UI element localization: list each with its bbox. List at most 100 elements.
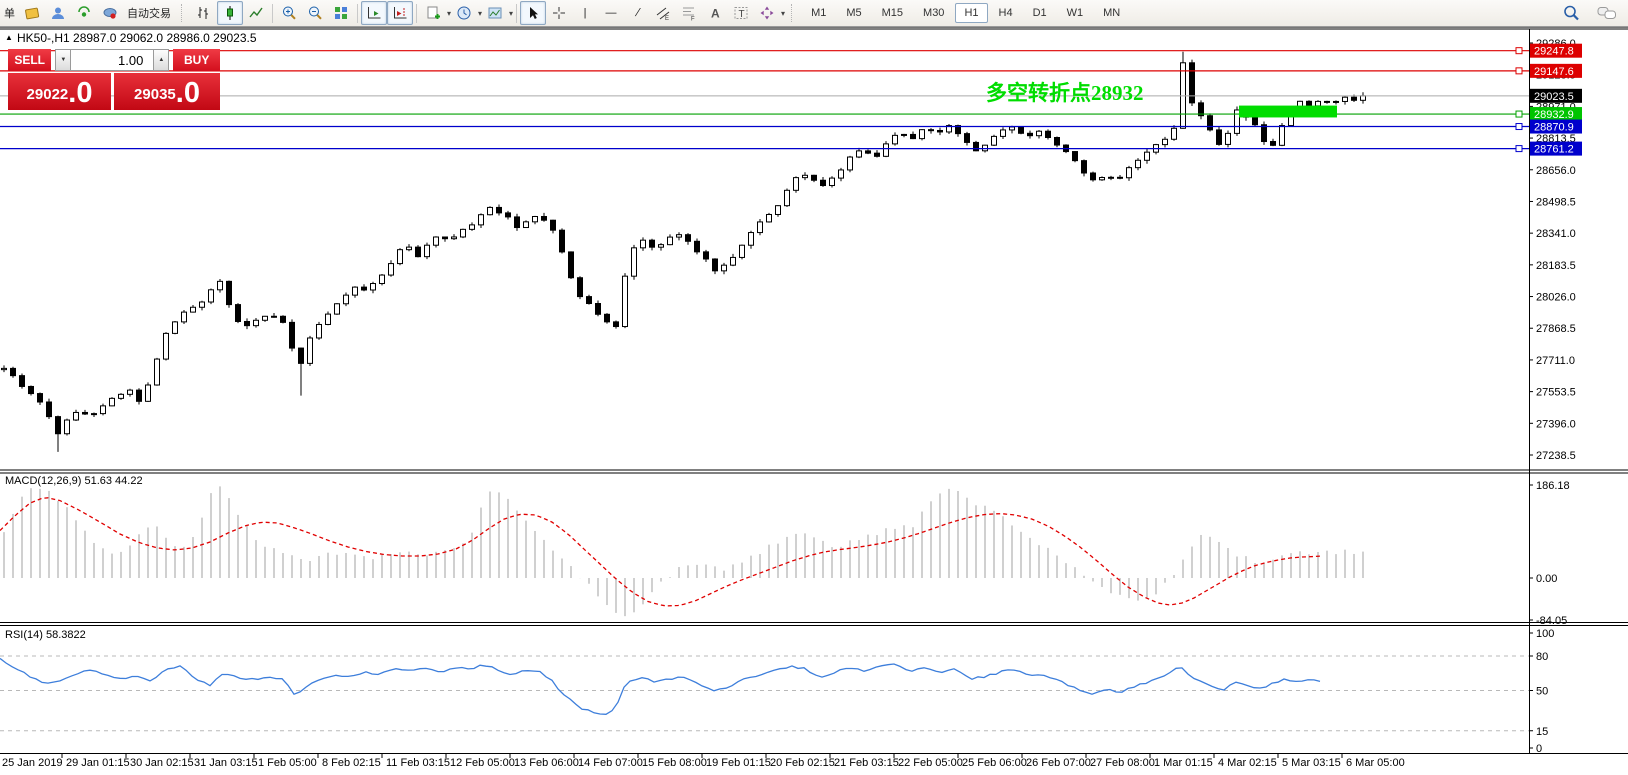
market-cloud-icon[interactable] [97, 1, 123, 25]
timeframe-button-H1[interactable]: H1 [955, 3, 988, 23]
trendline-icon[interactable]: / [624, 1, 650, 25]
svg-text:28761.2: 28761.2 [1534, 144, 1574, 156]
svg-text:29023.5: 29023.5 [1534, 91, 1574, 103]
autotrading-button[interactable]: 自动交易 [127, 8, 171, 20]
periods-clock-icon[interactable] [451, 1, 477, 25]
svg-text:28341.0: 28341.0 [1536, 228, 1576, 240]
time-axis[interactable]: 25 Jan 2019 29 Jan 01:15 30 Jan 02:15 31 Ja… [0, 753, 1405, 769]
arrows-dropdown-icon[interactable]: ▾ [781, 8, 786, 18]
svg-text:27553.5: 27553.5 [1536, 387, 1576, 399]
svg-text:15 Feb 08:00: 15 Feb 08:00 [642, 757, 707, 769]
bar-chart-icon[interactable] [191, 1, 217, 25]
signal-icon[interactable] [71, 1, 97, 25]
templates-dropdown-icon[interactable]: ▾ [509, 8, 514, 18]
price-badge-28932.9 [1530, 107, 1582, 122]
svg-text:50: 50 [1536, 686, 1548, 698]
channel-icon[interactable]: E [650, 1, 676, 25]
svg-text:27 Feb 08:00: 27 Feb 08:00 [1090, 757, 1155, 769]
timeframe-button-H4[interactable]: H4 [998, 7, 1013, 19]
zoom-out-icon[interactable] [302, 1, 328, 25]
cursor-icon[interactable] [520, 1, 547, 25]
chart-title: HK50-,H1 28987.0 29062.0 28986.0 29023.5 [17, 31, 257, 45]
rsi-line [0, 657, 1321, 715]
svg-text:28183.5: 28183.5 [1536, 260, 1576, 272]
timeframe-button-D1[interactable]: D1 [1032, 7, 1047, 19]
highlight-rectangle[interactable] [1239, 105, 1337, 118]
crosshair-icon[interactable] [546, 1, 572, 25]
timeframe-button-M30[interactable]: M30 [923, 7, 945, 19]
auto-scroll-icon[interactable] [361, 1, 387, 25]
sell-price-main: 29022 [26, 86, 69, 103]
profile-icon[interactable] [45, 1, 71, 25]
svg-text:1 Feb 05:00: 1 Feb 05:00 [258, 757, 317, 769]
one-click-collapse-icon[interactable]: ▲ [5, 33, 13, 42]
macd-panel [0, 486, 1364, 617]
svg-text:29247.8: 29247.8 [1534, 46, 1574, 58]
book-icon[interactable] [19, 1, 45, 25]
zoom-in-icon[interactable] [276, 1, 302, 25]
hline-marker[interactable] [1515, 67, 1523, 75]
templates-icon[interactable] [482, 1, 508, 25]
sell-price-button[interactable]: 29022.0 [8, 73, 111, 110]
svg-text:0.00: 0.00 [1536, 573, 1557, 585]
sell-button[interactable]: SELL [8, 49, 52, 71]
volume-decrease-button[interactable]: ▼ [55, 49, 72, 71]
price-axis[interactable]: 29286.029128.528971.028813.528656.028498… [1529, 38, 1582, 755]
volume-increase-button[interactable]: ▲ [153, 49, 170, 71]
macd-signal-line [0, 497, 1321, 607]
arrows-icon[interactable] [754, 1, 780, 25]
timeframe-button-MN[interactable]: MN [1103, 7, 1121, 19]
svg-text:11 Feb 03:15: 11 Feb 03:15 [386, 757, 450, 769]
rsi-indicator-label: RSI(14) 58.3822 [5, 629, 86, 641]
vline-icon[interactable]: | [572, 1, 598, 25]
hline-marker[interactable] [1515, 123, 1523, 131]
svg-text:29147.6: 29147.6 [1534, 66, 1574, 78]
buy-button[interactable]: BUY [173, 49, 220, 71]
indicators-dropdown-icon[interactable]: ▾ [447, 8, 452, 18]
search-icon[interactable] [1558, 1, 1584, 25]
svg-text:20 Feb 02:15: 20 Feb 02:15 [770, 757, 835, 769]
svg-text:1 Mar 01:15: 1 Mar 01:15 [1154, 757, 1213, 769]
main-price-panel [0, 47, 1529, 452]
timeframe-button-M5[interactable]: M5 [846, 7, 862, 19]
hline-marker[interactable] [1515, 110, 1523, 118]
svg-text:-84.05: -84.05 [1536, 615, 1567, 627]
toolbar-separator [416, 3, 417, 23]
svg-text:6 Mar 05:00: 6 Mar 05:00 [1346, 757, 1405, 769]
text-label-icon[interactable]: T [728, 1, 754, 25]
svg-text:15: 15 [1536, 726, 1548, 738]
hline-marker[interactable] [1515, 145, 1523, 153]
hline-icon[interactable]: — [598, 1, 624, 25]
svg-text:28932.9: 28932.9 [1534, 109, 1574, 121]
text-icon[interactable]: A [702, 1, 728, 25]
price-badge-28870.9 [1530, 119, 1582, 134]
timeframe-button-M1[interactable]: M1 [811, 7, 827, 19]
chat-icon[interactable] [1594, 1, 1620, 25]
svg-text:26 Feb 07:00: 26 Feb 07:00 [1026, 757, 1091, 769]
main-toolbar: 单 自动交易 ▾ ▾ ▾ | — / E [0, 0, 1628, 27]
svg-text:8 Feb 02:15: 8 Feb 02:15 [322, 757, 381, 769]
hline-marker[interactable] [1515, 47, 1523, 55]
indicators-icon[interactable] [420, 1, 446, 25]
candlestick-chart-icon[interactable] [217, 1, 243, 25]
periods-dropdown-icon[interactable]: ▾ [478, 8, 483, 18]
line-chart-icon[interactable] [243, 1, 269, 25]
trendline-glyph: / [633, 7, 641, 19]
chart-shift-icon[interactable] [387, 1, 413, 25]
buy-price-button[interactable]: 29035.0 [114, 73, 220, 110]
svg-text:21 Feb 03:15: 21 Feb 03:15 [834, 757, 899, 769]
macd-indicator-label: MACD(12,26,9) 51.63 44.22 [5, 475, 143, 487]
fibonacci-icon[interactable]: F [676, 1, 702, 25]
macd-histogram [3, 486, 1364, 617]
new-order-partial-label[interactable]: 单 [4, 8, 15, 20]
candlestick-series [1, 51, 1366, 452]
timeframe-button-M15[interactable]: M15 [881, 7, 904, 19]
volume-input[interactable]: 1.00 [71, 49, 154, 71]
timeframe-button-W1[interactable]: W1 [1066, 7, 1084, 19]
tile-windows-icon[interactable] [328, 1, 354, 25]
svg-text:30 Jan 02:15: 30 Jan 02:15 [130, 757, 194, 769]
toolbar-separator [272, 3, 273, 23]
svg-text:22 Feb 05:00: 22 Feb 05:00 [898, 757, 963, 769]
price-badge-29147.6 [1530, 63, 1582, 78]
